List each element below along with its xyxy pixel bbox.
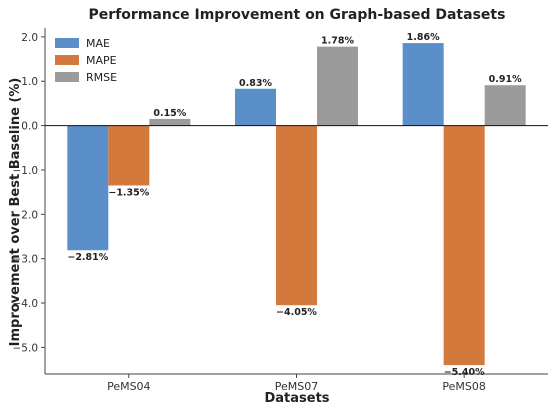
bar-mape-pems08 — [443, 125, 485, 366]
chart-title: Performance Improvement on Graph-based D… — [89, 7, 506, 23]
legend: MAE MAPE RMSE — [55, 37, 117, 84]
bar-mae-pems08 — [402, 43, 444, 126]
x-tick-label: PeMS07 — [275, 380, 318, 393]
legend-label-mape: MAPE — [86, 54, 117, 67]
legend-label-rmse: RMSE — [86, 71, 117, 84]
bar-rmse-pems08 — [484, 85, 526, 126]
data-label: 1.86% — [407, 32, 440, 43]
x-tick-label: PeMS08 — [442, 380, 485, 393]
data-label: −1.35% — [108, 187, 149, 198]
legend-swatch-mae — [55, 38, 79, 48]
plot-area: 2.0 1.0 0.0 −1.0 −2.0 −3.0 −4.0 −5.0 −2.81% −1.35… — [13, 28, 548, 393]
x-axis-label: Datasets — [264, 391, 329, 406]
y-tick-label: 2.0 — [21, 32, 38, 44]
legend-swatch-mape — [55, 55, 79, 65]
bar-mape-pems04 — [108, 125, 150, 186]
bar-mae-pems07 — [235, 88, 276, 126]
legend-swatch-rmse — [55, 72, 79, 82]
data-label: 0.15% — [153, 108, 186, 119]
data-label: −2.81% — [67, 252, 108, 263]
y-tick-label: 0.0 — [21, 121, 38, 133]
data-label: 1.78% — [321, 36, 354, 47]
x-tick-label: PeMS04 — [107, 380, 150, 393]
y-tick-label: −5.0 — [13, 342, 39, 354]
bar-rmse-pems07 — [317, 46, 358, 126]
legend-label-mae: MAE — [86, 37, 110, 50]
data-label: −4.05% — [276, 307, 317, 318]
y-tick-label: −1.0 — [13, 165, 39, 177]
y-tick-label: 1.0 — [21, 76, 38, 88]
data-label: 0.83% — [239, 78, 272, 89]
bar-mape-pems07 — [276, 125, 317, 306]
data-label: −5.40% — [444, 367, 485, 378]
bar-rmse-pems04 — [149, 118, 191, 126]
y-axis-label: Improvement over Best Baseline (%) — [8, 78, 23, 347]
y-tick-label: −3.0 — [13, 254, 39, 266]
bar-mae-pems04 — [67, 125, 109, 251]
y-tick-label: −4.0 — [13, 298, 39, 310]
data-label: 0.91% — [489, 74, 522, 85]
y-tick-label: −2.0 — [13, 209, 39, 221]
